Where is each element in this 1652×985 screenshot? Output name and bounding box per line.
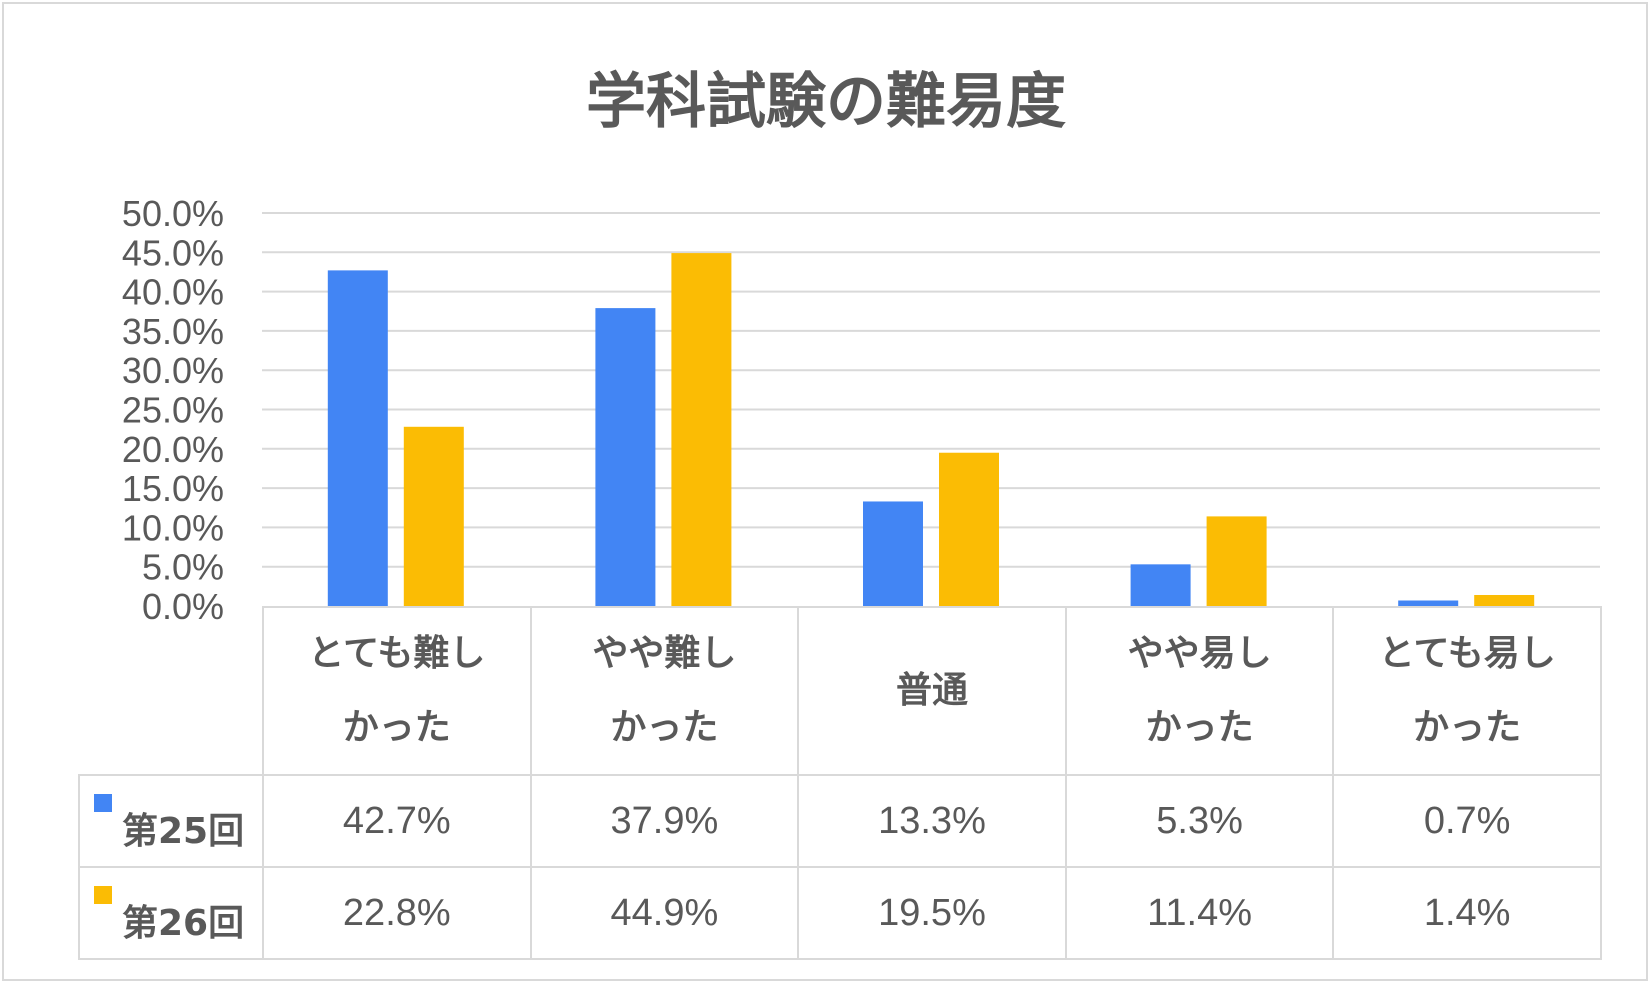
legend-entry: 第25回	[78, 774, 264, 868]
data-table: とても難し かった やや難し かった 普通 やや易し かった とても易し かった第25回 42.7…	[78, 606, 1602, 960]
data-cell: 19.5%	[797, 866, 1067, 960]
y-tick-label: 5.0%	[142, 547, 224, 588]
category-label: やや難し かった	[529, 606, 800, 776]
bar-2-2	[671, 253, 732, 606]
y-tick-label: 20.0%	[122, 429, 224, 470]
data-cell: 13.3%	[797, 774, 1067, 868]
category-label: 普通	[797, 606, 1067, 776]
bar-1-3	[863, 501, 923, 606]
data-cell: 44.9%	[529, 866, 800, 960]
category-label: とても易し かった	[1332, 606, 1602, 776]
y-tick-label: 30.0%	[122, 350, 224, 391]
data-cell: 0.7%	[1332, 774, 1602, 868]
category-row: とても難し かった やや難し かった 普通 やや易し かった とても易し かった	[79, 606, 1602, 776]
y-tick-label: 10.0%	[122, 507, 224, 548]
data-cell: 22.8%	[262, 866, 532, 960]
legend-swatch	[94, 794, 112, 812]
bar-1-1	[327, 270, 388, 606]
legend-swatch	[94, 886, 112, 904]
data-cell: 1.4%	[1332, 866, 1602, 960]
y-tick-label: 15.0%	[122, 468, 224, 509]
series-name: 第26回	[122, 903, 245, 944]
chart-title: 学科試験の難易度	[586, 67, 1066, 137]
data-cell: 5.3%	[1064, 774, 1335, 868]
legend-entry: 第26回	[78, 866, 264, 960]
bar-1-5	[1398, 600, 1459, 606]
y-axis: 0.0%5.0%10.0%15.0%20.0%25.0%30.0%35.0%40…	[122, 193, 224, 627]
series-row: 第26回 22.8% 44.9% 19.5% 11.4% 1.4%	[78, 866, 1602, 960]
y-tick-label: 45.0%	[122, 232, 224, 273]
y-tick-label: 40.0%	[122, 272, 224, 313]
data-cell: 11.4%	[1064, 866, 1335, 960]
bars	[327, 253, 1535, 606]
bar-2-1	[403, 426, 464, 606]
table-corner	[79, 607, 264, 776]
y-tick-label: 50.0%	[122, 193, 224, 234]
series-row: 第25回 42.7% 37.9% 13.3% 5.3% 0.7%	[78, 774, 1602, 868]
data-cell: 42.7%	[262, 774, 532, 868]
bar-2-3	[939, 452, 999, 606]
category-label: やや易し かった	[1064, 606, 1335, 776]
bar-2-5	[1474, 594, 1535, 606]
bar-2-4	[1206, 516, 1267, 606]
data-cell: 37.9%	[529, 774, 800, 868]
y-tick-label: 25.0%	[122, 390, 224, 431]
gridlines	[262, 212, 1600, 568]
series-name: 第25回	[122, 811, 245, 852]
bar-1-4	[1130, 564, 1191, 606]
bar-1-2	[595, 308, 656, 606]
y-tick-label: 35.0%	[122, 311, 224, 352]
category-label: とても難し かった	[262, 606, 532, 776]
